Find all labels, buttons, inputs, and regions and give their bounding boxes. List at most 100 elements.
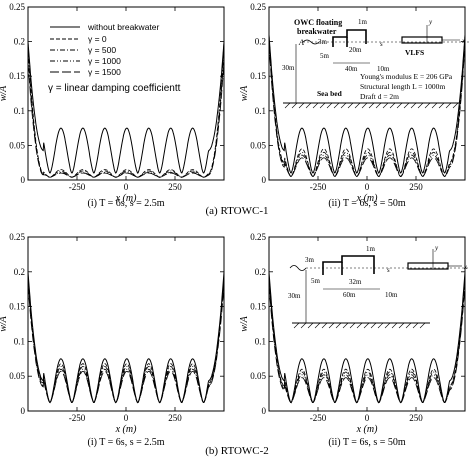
- y-tick-label: 0: [262, 175, 267, 185]
- series-line-3: [27, 55, 225, 178]
- diagram1-seabed-hatch: [284, 102, 459, 109]
- x-tick-label: -250: [69, 413, 86, 423]
- series-line-0: [27, 271, 225, 404]
- x-tick-label: 0: [365, 182, 370, 192]
- y-tick-label: 0: [21, 406, 26, 416]
- y-tick-label: 0.2: [14, 37, 25, 47]
- chart-panel-b-ii: 0 0.05 0.1 0.15 0.2 0.25 -250 0 250 x (m) w/A (ii) …: [239, 232, 466, 448]
- y-tick-label: 0.15: [250, 71, 266, 81]
- series-line-3: [268, 41, 466, 177]
- diagram2-dim-top: 1m: [366, 245, 376, 253]
- diagram1-dim-left-top: 3m: [318, 38, 328, 46]
- y-tick-label: 0: [21, 175, 26, 185]
- series-line-0: [27, 41, 225, 174]
- y-tick-label: 0.25: [9, 2, 25, 12]
- x-axis-label: x (m): [115, 424, 137, 435]
- legend-label-4: γ = 1500: [88, 67, 121, 77]
- x-tick-label: -250: [310, 182, 327, 192]
- panel-caption: (i) T = 6s, s = 2.5m: [87, 198, 164, 209]
- y-tick-label: 0.2: [14, 267, 25, 277]
- diagram1-vlfs-label: VLFS: [405, 48, 424, 57]
- diagram2-dim-gap: 10m: [385, 291, 398, 299]
- panel-caption: (ii) T = 6s, s = 50m: [328, 198, 406, 209]
- diagram1-spacing-label: s: [380, 40, 383, 48]
- diagram2-dim-inner: 32m: [349, 278, 362, 286]
- x-axis-label: x (m): [115, 193, 137, 204]
- y-tick-label: 0.25: [9, 232, 25, 242]
- y-tick-label: 0.15: [250, 302, 266, 312]
- diagram2-spacing-label: s: [387, 266, 390, 274]
- x-axis-label: x (m): [356, 424, 378, 435]
- diagram1-dim-bottom: 40m: [345, 65, 358, 73]
- legend-label-3: γ = 1000: [88, 56, 121, 66]
- y-tick-label: 0.1: [14, 106, 25, 116]
- series-line-4: [27, 62, 225, 178]
- chart-panel-a-ii: 0 0.05 0.1 0.15 0.2 0.25 -250 0 250 x (m) w/A (ii) …: [239, 2, 466, 209]
- schematic-diagram-1: OWC floating breakwater A 1m 3m 5m 20m 4…: [282, 18, 470, 109]
- series-line-1: [268, 275, 466, 404]
- x-tick-label: 0: [124, 413, 129, 423]
- y-tick-label: 0: [262, 406, 267, 416]
- diagram1-y-label: y: [428, 18, 433, 26]
- diagram1-x-label: x: [461, 37, 466, 45]
- series-line-0: [268, 34, 466, 174]
- diagram1-title-line2: breakwater: [297, 27, 337, 36]
- x-tick-label: 0: [124, 182, 129, 192]
- chart-panel-a-i: 0 0.05 0.1 0.15 0.2 0.25 -250 0 250 x (m) w/A (i) T…: [0, 2, 225, 209]
- diagram2-depth: 30m: [288, 292, 301, 300]
- diagram1-dim-top: 1m: [358, 18, 368, 26]
- legend-label-0: without breakwater: [87, 22, 160, 32]
- diagram1-title-line1: OWC floating: [294, 18, 342, 27]
- y-tick-label: 0.25: [250, 232, 266, 242]
- diagram1-dim-left-bottom: 5m: [320, 52, 330, 60]
- series-line-4: [268, 285, 466, 404]
- y-tick-label: 0.2: [255, 267, 266, 277]
- diagram2-x-label: x: [463, 263, 468, 271]
- legend-label-2: γ = 500: [88, 45, 116, 55]
- diagram1-depth: 30m: [282, 64, 295, 72]
- diagram2-dim-bottom: 60m: [343, 291, 356, 299]
- y-tick-label: 0.05: [250, 140, 266, 150]
- diagram1-note-modulus: Young's modulus E = 206 GPa: [360, 72, 453, 81]
- y-tick-label: 0.2: [255, 37, 266, 47]
- x-tick-label: 250: [168, 413, 182, 423]
- panel-caption: (ii) T = 6s, s = 50m: [328, 437, 406, 448]
- group-label-a: (a) RTOWC-1: [206, 205, 269, 217]
- group-label-b: (b) RTOWC-2: [205, 445, 269, 457]
- chart-panel-b-i: 0 0.05 0.1 0.15 0.2 0.25 -250 0 250 x (m) w/A (i) T…: [0, 232, 225, 448]
- diagram2-breakwater-body: [322, 255, 375, 275]
- diagram1-wave-amplitude: A: [298, 38, 304, 47]
- series-line-2: [27, 48, 225, 178]
- diagram1-note-length: Structural length L = 1000m: [360, 82, 445, 91]
- y-tick-label: 0.05: [9, 140, 25, 150]
- diagram1-seabed-label: Sea bed: [317, 89, 343, 98]
- series-line-1: [268, 34, 466, 178]
- x-tick-label: 250: [168, 182, 182, 192]
- legend-note: γ = linear damping coefficientt: [48, 83, 181, 94]
- legend-label-1: γ = 0: [88, 34, 107, 44]
- series-line-4: [27, 285, 225, 404]
- y-tick-label: 0.1: [255, 106, 266, 116]
- series-line-2: [27, 278, 225, 404]
- x-axis-label: x (m): [356, 193, 378, 204]
- diagram2-dim-left-bottom: 5m: [311, 277, 321, 285]
- series-line-2: [268, 38, 466, 177]
- y-tick-label: 0.15: [9, 71, 25, 81]
- y-tick-label: 0.1: [14, 336, 25, 346]
- y-tick-label: 0.15: [9, 302, 25, 312]
- x-tick-label: 250: [409, 182, 423, 192]
- schematic-diagram-2: 1m 3m 5m 32m 60m 10m s y x 30m: [288, 244, 470, 329]
- diagram2-incident-wave: [289, 265, 307, 271]
- y-tick-label: 0.25: [250, 2, 266, 12]
- x-tick-label: 250: [409, 413, 423, 423]
- series-line-2: [268, 278, 466, 404]
- diagram2-y-label: y: [434, 244, 439, 252]
- y-axis-label: w/A: [239, 85, 250, 101]
- series-line-3: [27, 282, 225, 404]
- y-axis-label: w/A: [239, 315, 250, 331]
- series-line-4: [268, 45, 466, 177]
- x-tick-label: 0: [365, 413, 370, 423]
- diagram1-breakwater-body: [332, 29, 367, 47]
- y-axis-label: w/A: [0, 315, 9, 331]
